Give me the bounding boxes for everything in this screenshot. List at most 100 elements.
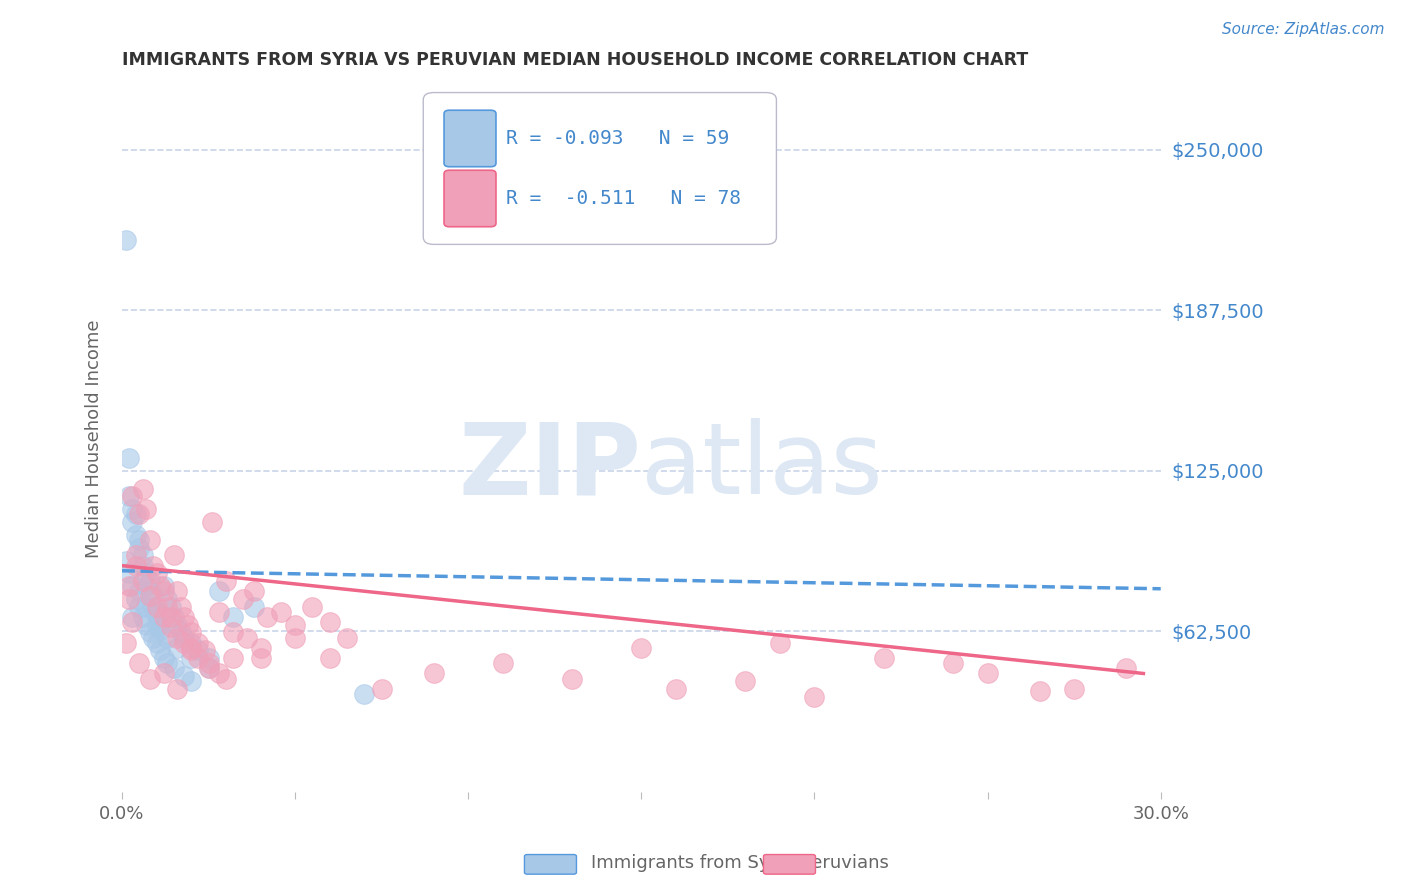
- Point: [121, 610, 143, 624]
- Point: [132, 610, 155, 624]
- Point: [145, 566, 167, 581]
- Text: ZIP: ZIP: [458, 418, 641, 516]
- Point: [139, 574, 162, 588]
- Point: [1063, 681, 1085, 696]
- Point: [197, 657, 219, 671]
- Point: [370, 681, 392, 696]
- Point: [163, 549, 186, 563]
- Point: [319, 615, 342, 629]
- Point: [135, 502, 157, 516]
- Point: [142, 631, 165, 645]
- Point: [118, 489, 141, 503]
- Point: [159, 599, 181, 614]
- Point: [665, 681, 688, 696]
- Point: [156, 631, 179, 645]
- Point: [128, 599, 150, 614]
- Point: [152, 666, 174, 681]
- Point: [135, 617, 157, 632]
- Point: [301, 599, 323, 614]
- Point: [132, 574, 155, 588]
- Point: [149, 617, 172, 632]
- Point: [118, 592, 141, 607]
- Point: [173, 669, 195, 683]
- Point: [208, 666, 231, 681]
- Text: Peruvians: Peruvians: [801, 855, 889, 872]
- Point: [201, 515, 224, 529]
- Point: [180, 640, 202, 655]
- Point: [336, 631, 359, 645]
- Point: [142, 558, 165, 573]
- Point: [166, 631, 188, 645]
- Point: [222, 610, 245, 624]
- Point: [194, 643, 217, 657]
- FancyBboxPatch shape: [444, 111, 496, 167]
- Point: [135, 579, 157, 593]
- Point: [215, 574, 238, 588]
- Point: [121, 615, 143, 629]
- Point: [235, 631, 257, 645]
- Point: [128, 584, 150, 599]
- Point: [125, 508, 148, 522]
- Point: [149, 623, 172, 637]
- Point: [139, 625, 162, 640]
- Point: [125, 528, 148, 542]
- Point: [118, 579, 141, 593]
- Point: [159, 620, 181, 634]
- Point: [139, 533, 162, 547]
- Point: [976, 666, 998, 681]
- Point: [139, 584, 162, 599]
- Text: IMMIGRANTS FROM SYRIA VS PERUVIAN MEDIAN HOUSEHOLD INCOME CORRELATION CHART: IMMIGRANTS FROM SYRIA VS PERUVIAN MEDIAN…: [122, 51, 1028, 69]
- Point: [135, 566, 157, 581]
- Point: [173, 610, 195, 624]
- Point: [187, 651, 209, 665]
- Point: [166, 640, 188, 655]
- Text: Immigrants from Syria: Immigrants from Syria: [591, 855, 793, 872]
- Point: [156, 599, 179, 614]
- Point: [284, 631, 307, 645]
- Point: [492, 657, 515, 671]
- Point: [197, 661, 219, 675]
- Point: [121, 489, 143, 503]
- Point: [125, 592, 148, 607]
- Point: [170, 625, 193, 640]
- Point: [152, 651, 174, 665]
- Point: [114, 233, 136, 247]
- Point: [187, 643, 209, 657]
- Point: [630, 640, 652, 655]
- Point: [128, 533, 150, 547]
- Point: [177, 617, 200, 632]
- FancyBboxPatch shape: [444, 170, 496, 227]
- FancyBboxPatch shape: [423, 93, 776, 244]
- Point: [422, 666, 444, 681]
- Point: [125, 549, 148, 563]
- Point: [152, 584, 174, 599]
- Point: [284, 617, 307, 632]
- Text: Source: ZipAtlas.com: Source: ZipAtlas.com: [1222, 22, 1385, 37]
- Point: [145, 635, 167, 649]
- Point: [159, 610, 181, 624]
- Point: [142, 599, 165, 614]
- Point: [121, 515, 143, 529]
- Point: [180, 635, 202, 649]
- Point: [149, 579, 172, 593]
- Point: [353, 687, 375, 701]
- Point: [942, 657, 965, 671]
- Point: [173, 635, 195, 649]
- Point: [128, 657, 150, 671]
- Point: [166, 681, 188, 696]
- Point: [114, 635, 136, 649]
- Point: [187, 635, 209, 649]
- Point: [128, 541, 150, 555]
- Point: [249, 651, 271, 665]
- Point: [145, 617, 167, 632]
- Point: [769, 635, 792, 649]
- Point: [561, 672, 583, 686]
- Point: [319, 651, 342, 665]
- Point: [166, 584, 188, 599]
- Point: [197, 651, 219, 665]
- Point: [249, 640, 271, 655]
- Point: [145, 605, 167, 619]
- Point: [222, 625, 245, 640]
- Point: [132, 549, 155, 563]
- Point: [803, 690, 825, 704]
